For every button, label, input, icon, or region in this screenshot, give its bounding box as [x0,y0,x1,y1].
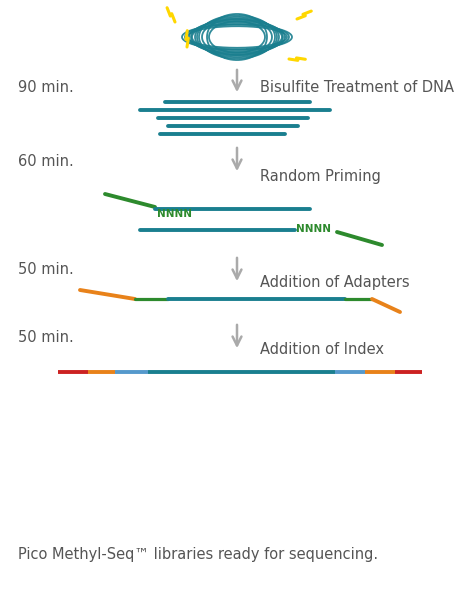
Text: Bisulfite Treatment of DNA: Bisulfite Treatment of DNA [260,79,454,95]
Text: 60 min.: 60 min. [18,155,74,169]
Text: Pico Methyl-Seq™ libraries ready for sequencing.: Pico Methyl-Seq™ libraries ready for seq… [18,546,378,561]
Text: Addition of Adapters: Addition of Adapters [260,275,410,289]
Text: 50 min.: 50 min. [18,330,74,345]
Text: NNNN: NNNN [296,224,331,234]
Text: 90 min.: 90 min. [18,79,74,95]
Text: Addition of Index: Addition of Index [260,343,384,358]
Text: NNNN: NNNN [157,209,192,219]
Text: 50 min.: 50 min. [18,262,74,276]
Text: Random Priming: Random Priming [260,169,381,185]
